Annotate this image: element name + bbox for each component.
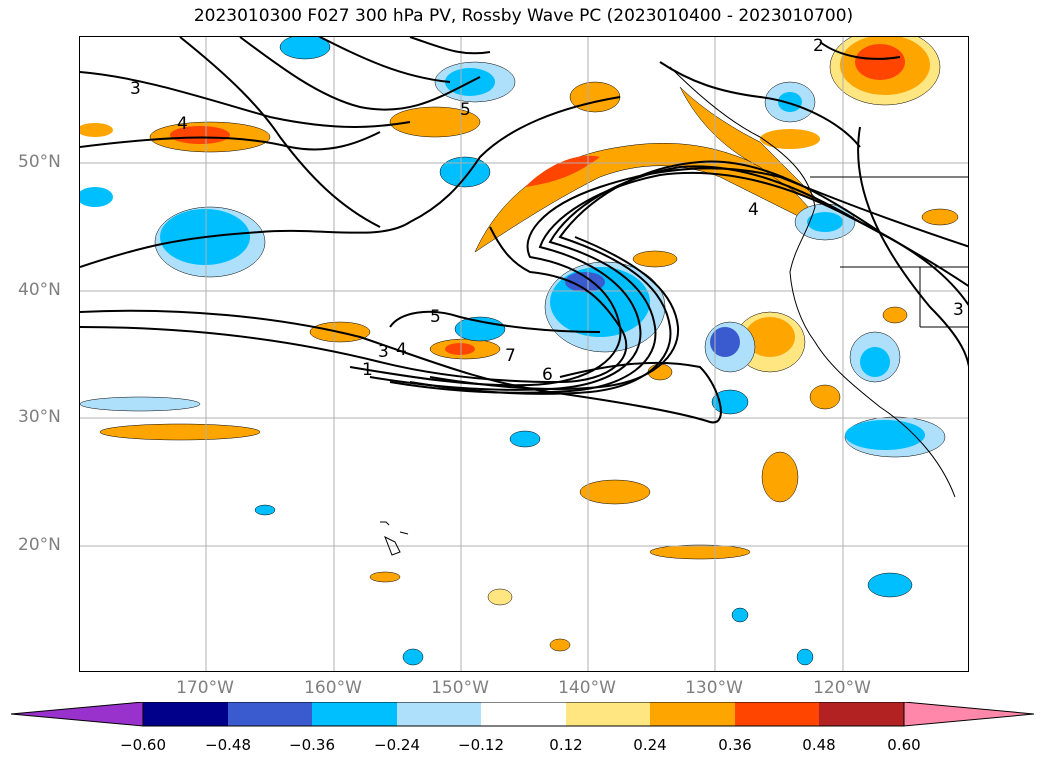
lon-label-130w: 130°W xyxy=(685,678,743,698)
contour-label: 4 xyxy=(748,200,759,220)
contour-label: 7 xyxy=(505,346,516,366)
lat-label-20n: 20°N xyxy=(18,535,61,555)
colorbar-segment xyxy=(735,702,819,726)
colorbar-tick-label: 0.24 xyxy=(633,736,666,754)
lon-label-140w: 140°W xyxy=(558,678,616,698)
contour-label: 3 xyxy=(378,342,389,362)
lon-label-120w: 120°W xyxy=(813,678,871,698)
colorbar-tick-label: 0.48 xyxy=(802,736,835,754)
colorbar-segment xyxy=(397,702,481,726)
map-title: 2023010300 F027 300 hPa PV, Rossby Wave … xyxy=(0,6,1047,26)
colorbar-tick-label: 0.36 xyxy=(718,736,751,754)
lat-label-40n: 40°N xyxy=(18,280,61,300)
contour-label: 3 xyxy=(953,300,964,320)
colorbar-extend-neg xyxy=(11,702,143,726)
map-canvas: 3 4 5 2 4 5 3 4 1 7 6 3 xyxy=(80,37,969,672)
colorbar-tick-label: 0.60 xyxy=(887,736,920,754)
colorbar-segment xyxy=(228,702,312,726)
colorbar-segment xyxy=(481,702,566,726)
contour-label: 6 xyxy=(542,365,553,385)
colorbar-tick-label: −0.60 xyxy=(120,736,166,754)
lat-label-30n: 30°N xyxy=(18,407,61,427)
colorbar-segment xyxy=(566,702,650,726)
contour-label: 5 xyxy=(460,100,471,120)
contour-label: 2 xyxy=(813,37,824,56)
colorbar-segment xyxy=(312,702,397,726)
lon-label-150w: 150°W xyxy=(431,678,489,698)
colorbar-extend-pos xyxy=(904,702,1034,726)
colorbar-tick-label: −0.24 xyxy=(374,736,420,754)
contour-label: 3 xyxy=(130,79,141,99)
colorbar-tick-label: −0.36 xyxy=(289,736,335,754)
colorbar-tick-label: −0.12 xyxy=(458,736,504,754)
lon-label-160w: 160°W xyxy=(304,678,362,698)
lat-label-50n: 50°N xyxy=(18,152,61,172)
colorbar-segment xyxy=(650,702,735,726)
colorbar-segment xyxy=(819,702,904,726)
contour-label: 4 xyxy=(396,340,407,360)
contour-label: 5 xyxy=(430,307,441,327)
colorbar-segment xyxy=(143,702,228,726)
map-panel: 3 4 5 2 4 5 3 4 1 7 6 3 xyxy=(79,36,969,672)
lon-label-170w: 170°W xyxy=(176,678,234,698)
colorbar xyxy=(11,702,1036,730)
shaded-anomalies xyxy=(80,37,958,665)
contour-label: 4 xyxy=(177,114,188,134)
contour-label: 1 xyxy=(362,360,373,380)
colorbar-tick-label: 0.12 xyxy=(549,736,582,754)
colorbar-tick-label: −0.48 xyxy=(205,736,251,754)
